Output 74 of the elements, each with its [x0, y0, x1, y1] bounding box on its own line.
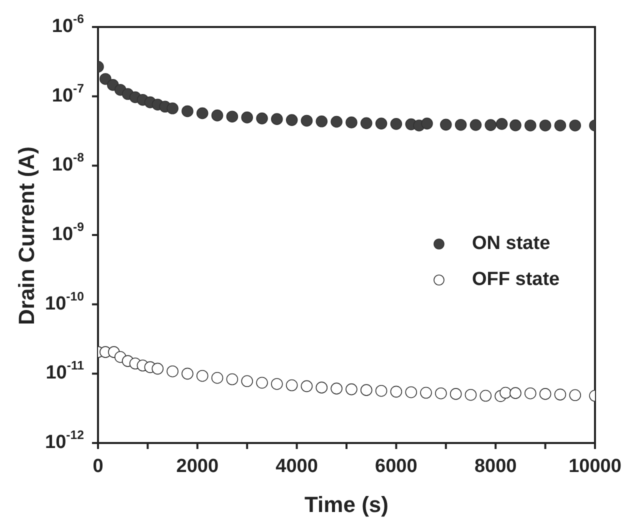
point	[256, 112, 268, 124]
point	[360, 117, 372, 130]
point	[539, 120, 552, 132]
y-tick-label: 10$^{-6}$	[52, 12, 84, 38]
point	[346, 383, 358, 396]
y-tick-label: 10$^{-7}$	[52, 82, 84, 106]
point	[300, 114, 313, 127]
point	[241, 112, 253, 124]
point	[421, 118, 433, 130]
point	[524, 120, 536, 132]
point	[435, 387, 447, 400]
point	[554, 388, 566, 400]
x-tick-label: 0	[92, 456, 104, 477]
point	[405, 386, 418, 398]
x-tick-label: 2000	[176, 456, 219, 477]
point	[480, 390, 492, 402]
point	[346, 116, 358, 128]
y-tick-label: 10$^{-12}$	[45, 428, 84, 454]
point	[241, 375, 253, 388]
point	[226, 373, 238, 386]
point	[375, 384, 388, 397]
point	[286, 379, 298, 392]
point	[211, 372, 224, 384]
point	[524, 387, 536, 400]
x-tick-label: 10000	[568, 456, 622, 477]
point	[256, 376, 268, 389]
point	[360, 384, 372, 396]
point	[166, 365, 178, 378]
point	[196, 107, 208, 120]
x-tick-label: 8000	[474, 456, 517, 477]
point	[166, 102, 178, 114]
point	[316, 116, 328, 128]
x-tick-label: 4000	[276, 456, 318, 477]
point	[420, 386, 432, 399]
legend-label: OFF state	[472, 269, 560, 291]
legend-label: ON state	[472, 233, 550, 255]
point	[450, 388, 462, 400]
point	[510, 387, 522, 399]
point	[300, 380, 313, 392]
point	[152, 362, 164, 375]
point	[330, 116, 342, 128]
point	[375, 118, 388, 130]
point	[182, 105, 194, 118]
point	[464, 388, 477, 401]
point	[182, 368, 194, 380]
y-tick-label: 10$^{-9}$	[52, 220, 84, 246]
x-tick-label: 6000	[375, 456, 418, 477]
point	[500, 386, 512, 399]
point	[330, 382, 342, 394]
point	[440, 118, 452, 131]
point	[454, 118, 467, 131]
point	[211, 110, 224, 122]
point	[554, 120, 566, 132]
point	[390, 118, 402, 130]
point	[510, 119, 522, 132]
point	[569, 120, 582, 132]
point	[569, 389, 582, 402]
y-tick-label: 10$^{-10}$	[45, 290, 84, 314]
x-axis-title: Time (s)	[304, 492, 388, 517]
y-tick-label: 10$^{-11}$	[46, 358, 84, 384]
point	[271, 378, 283, 390]
point	[196, 370, 208, 382]
point	[484, 119, 497, 131]
point	[496, 118, 508, 130]
y-axis-title: Drain Current (A)	[14, 146, 39, 325]
point	[286, 114, 298, 126]
point	[226, 110, 238, 123]
point	[316, 382, 328, 394]
y-tick-label: 10$^{-8}$	[52, 150, 84, 176]
point	[271, 113, 283, 125]
point	[390, 386, 402, 398]
point	[539, 388, 552, 400]
point	[470, 119, 482, 131]
point	[100, 73, 112, 85]
